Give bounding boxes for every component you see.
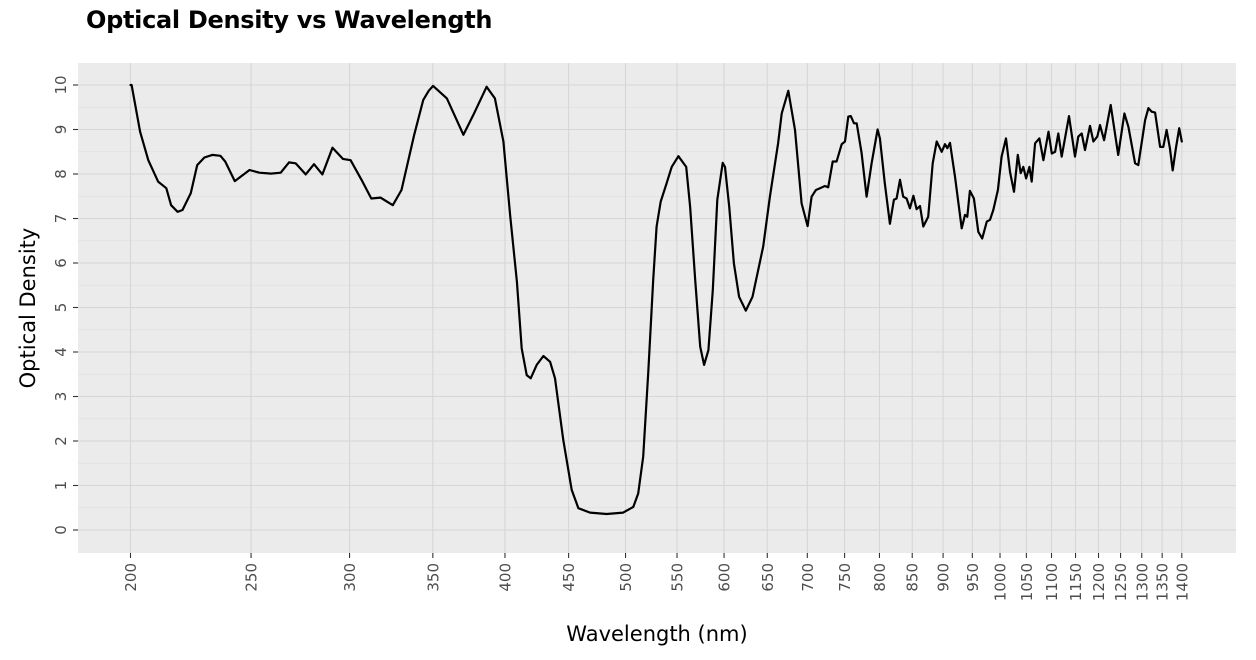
x-tick-label: 750 — [836, 563, 854, 592]
y-tick-label: 4 — [52, 347, 70, 357]
y-axis-tick-labels: 0 1 2 3 4 5 6 7 8 9 10 — [52, 75, 70, 534]
y-tick-label: 7 — [52, 214, 70, 224]
series-line-optical-density — [129, 83, 1183, 516]
y-axis-title: Optical Density — [16, 228, 40, 389]
gridlines-y — [78, 84, 1236, 531]
y-tick-label: 2 — [52, 436, 70, 446]
x-tick-label: 250 — [243, 563, 261, 592]
x-axis-tick-labels: 200 250 300 350 400 450 500 550 600 650 700 750 800 8… — [122, 563, 1191, 601]
x-tick-label: 400 — [496, 563, 514, 592]
y-tick-label: 3 — [52, 392, 70, 402]
x-tick-label: 900 — [935, 563, 953, 592]
y-tick-label: 10 — [52, 75, 70, 94]
x-tick-label: 500 — [617, 563, 635, 592]
y-axis-ticks — [73, 84, 78, 531]
x-tick-label: 1250 — [1112, 563, 1130, 601]
x-axis-title: Wavelength (nm) — [566, 622, 747, 646]
x-tick-label: 1100 — [1043, 563, 1061, 601]
x-tick-label: 1150 — [1067, 563, 1085, 601]
x-tick-label: 650 — [759, 563, 777, 592]
x-tick-label: 600 — [716, 563, 734, 592]
x-tick-label: 1200 — [1090, 563, 1108, 601]
x-axis-ticks — [129, 553, 1183, 558]
x-tick-label: 800 — [871, 563, 889, 592]
x-tick-label: 300 — [341, 563, 359, 592]
x-tick-label: 850 — [904, 563, 922, 592]
y-tick-label: 6 — [52, 258, 70, 268]
x-tick-label: 550 — [669, 563, 687, 592]
y-tick-label: 9 — [52, 125, 70, 135]
x-tick-label: 1400 — [1173, 563, 1191, 601]
y-tick-label: 1 — [52, 481, 70, 491]
x-tick-label: 350 — [424, 563, 442, 592]
x-tick-label: 1350 — [1154, 563, 1172, 601]
y-tick-label: 5 — [52, 303, 70, 313]
x-tick-label: 450 — [560, 563, 578, 592]
x-tick-label: 1050 — [1018, 563, 1036, 601]
x-tick-label: 200 — [122, 563, 140, 592]
y-tick-label: 0 — [52, 525, 70, 535]
x-tick-label: 950 — [964, 563, 982, 592]
x-tick-label: 1000 — [992, 563, 1010, 601]
chart-title: Optical Density vs Wavelength — [86, 6, 493, 34]
y-tick-label: 8 — [52, 169, 70, 179]
x-tick-label: 1300 — [1133, 563, 1151, 601]
x-tick-label: 700 — [799, 563, 817, 592]
minor-gridlines-y — [78, 106, 1236, 509]
